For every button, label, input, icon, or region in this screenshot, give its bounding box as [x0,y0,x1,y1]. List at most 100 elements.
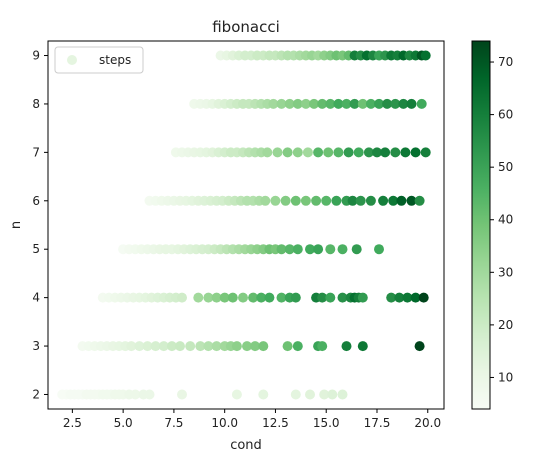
scatter-point [357,341,368,352]
scatter-point [177,389,187,400]
scatter-point [203,341,214,352]
scatter-point [270,195,281,206]
scatter-point [321,195,332,206]
legend-box [54,46,144,74]
scatter-point [333,147,344,158]
scatter-point [305,389,315,400]
scatter-point [219,292,230,303]
scatter-point [284,98,295,109]
scatter-point [333,98,344,109]
scatter-point [231,341,242,352]
scatter-point [331,195,342,206]
scatter-point [195,341,206,352]
scatter-point [414,341,425,352]
scatter-point [227,292,238,303]
scatter-point [372,147,382,158]
scatter-point [292,341,303,352]
scatter-point [365,195,376,206]
scatter-point [394,292,405,303]
scatter-point [290,292,301,303]
scatter-point [276,292,287,303]
scatter-point [337,292,348,303]
scatter-point [142,341,153,352]
scatter-point [268,98,279,109]
x-tick-label: 15.0 [313,416,340,430]
scatter-point [175,341,185,352]
scatter-point [341,341,352,352]
scatter-point [166,341,177,352]
scatter-point [398,98,409,109]
colorbar-tick-label: 10 [498,370,513,384]
scatter-point [390,147,401,158]
colorbar: 10 20 30 40 50 60 70 [471,40,513,410]
scatter-point [416,98,427,109]
scatter-point [292,244,303,255]
scatter-point [410,147,421,158]
scatter-point [258,341,269,352]
legend-label: steps [99,53,131,67]
scatter-point [325,98,336,109]
x-tick-label: 7.5 [164,416,183,430]
x-axis-label: cond [230,438,262,453]
scatter-point [390,98,401,109]
scatter-point [177,292,187,303]
scatter-point [357,98,368,109]
colorbar-fill [471,40,491,410]
scatter-point [126,341,137,352]
scatter-point [211,341,222,352]
scatter-point [282,147,293,158]
x-axis: 2.5 5.0 7.5 10.0 12.5 15.0 17.5 20.0 [63,409,441,430]
scatter-point [284,244,295,255]
scatter-point [402,292,413,303]
x-tick-label: 5.0 [114,416,133,430]
x-tick-label: 17.5 [364,416,391,430]
scatter-point [414,195,425,206]
scatter-point [355,195,366,206]
x-tick-label: 20.0 [414,416,441,430]
legend: steps [54,46,144,74]
y-tick-label: 9 [32,49,40,63]
scatter-point [386,292,397,303]
scatter-point [292,98,303,109]
scatter-point [323,147,334,158]
scatter-point [327,389,338,400]
scatter-point [325,244,336,255]
y-tick-label: 6 [32,194,40,208]
scatter-point [317,98,328,109]
data-points [57,50,431,400]
scatter-point [418,292,429,303]
scatter-point [311,195,322,206]
scatter-point [144,389,155,400]
chart-title: fibonacci [212,18,280,36]
scatter-point [280,195,291,206]
scatter-point [300,195,311,206]
scatter-point [317,292,328,303]
scatter-point [238,292,248,303]
scatter-point [349,98,360,109]
scatter-point [380,147,391,158]
scatter-point [388,195,399,206]
scatter-point [242,341,252,352]
plot-area [48,41,444,409]
scatter-point [357,292,368,303]
scatter-point [305,244,315,255]
scatter-point [282,341,293,352]
y-tick-label: 5 [32,242,40,256]
scatter-point [313,244,324,255]
scatter-point [256,292,267,303]
y-tick-label: 8 [32,97,40,111]
scatter-point [337,244,348,255]
x-tick-label: 12.5 [262,416,289,430]
colorbar-tick-label: 70 [498,55,513,69]
y-tick-label: 2 [32,387,40,401]
scatter-point [406,195,417,206]
scatter-point [341,98,352,109]
scatter-point [130,389,141,400]
scatter-point [400,147,411,158]
scatter-point [248,292,259,303]
scatter-point [276,98,287,109]
scatter-point [134,341,145,352]
scatter-point [420,50,431,61]
scatter-point [158,341,169,352]
